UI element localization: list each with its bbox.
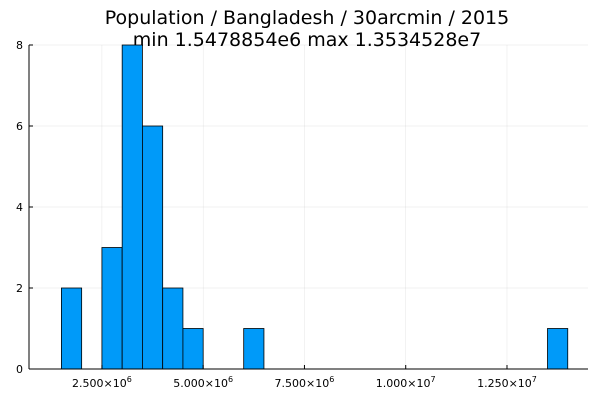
histogram-bar-3: [121, 44, 143, 370]
y-tick-label-2: 4: [16, 201, 23, 214]
x-tick-label-0: 2.500×106: [72, 375, 132, 390]
histogram-bar-4: [142, 125, 164, 370]
chart-title: Population / Bangladesh / 30arcmin / 201…: [105, 7, 510, 29]
x-tick-label-1: 5.000×106: [173, 375, 233, 390]
chart-subtitle: min 1.5478854e6 max 1.3534528e7: [133, 29, 481, 51]
y-tick-label-1: 2: [16, 282, 23, 295]
tick-labels: 0 2 4 6 8 2.500×106 5.000×106 7.500×106 1.000×10…: [16, 39, 537, 390]
x-tick-label-2: 7.500×106: [275, 375, 335, 390]
histogram-bar-5: [162, 287, 184, 370]
histogram-bar-9: [243, 328, 265, 370]
histogram-bar-10: [547, 328, 569, 370]
y-tick-label-3: 6: [16, 120, 23, 133]
histogram-bar-6: [182, 328, 204, 370]
histogram-bar-0: [61, 287, 83, 370]
histogram-bar-2: [101, 247, 123, 370]
y-tick-label-0: 0: [16, 363, 23, 376]
y-tick-label-4: 8: [16, 39, 23, 52]
x-tick-label-3: 1.000×107: [376, 375, 436, 390]
bars: [61, 44, 569, 370]
x-tick-label-4: 1.250×107: [477, 375, 537, 390]
